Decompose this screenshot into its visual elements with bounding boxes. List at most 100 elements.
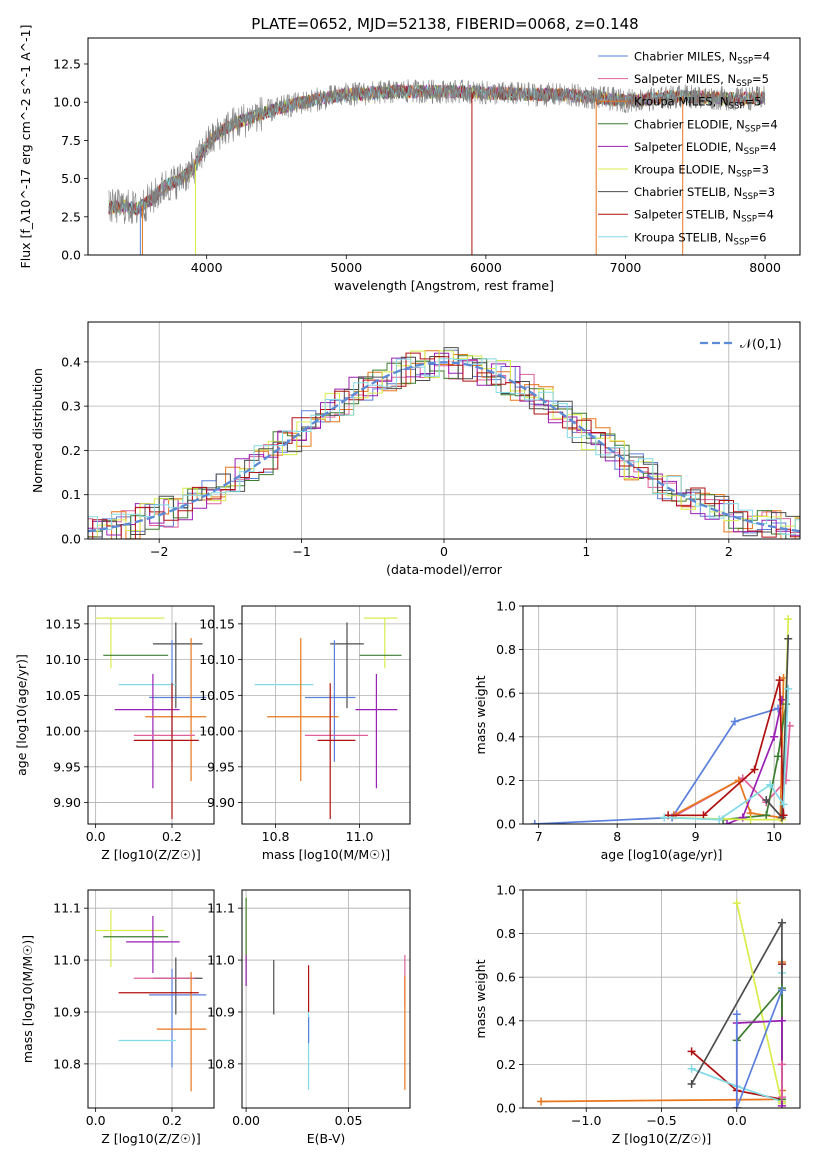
y-tick-label: 10.10: [199, 652, 235, 667]
x-tick-label: 7000: [610, 260, 642, 275]
series-chabrier-stelib: [762, 634, 793, 822]
series-marker: [687, 1047, 696, 1056]
y-tick-label: 11.1: [53, 901, 81, 916]
series-marker: [687, 1064, 696, 1073]
y-tick-label: 5.0: [61, 171, 81, 186]
y-tick-label: 9.95: [207, 759, 235, 774]
legend: Chabrier MILES, NSSP=4 Salpeter MILES, NS…: [598, 50, 778, 247]
series-marker: [784, 684, 793, 693]
y-tick-label: 0.2: [61, 443, 81, 458]
series-kroupa-stelib: [660, 684, 793, 824]
legend-entry: Chabrier MILES, NSSP=4: [634, 50, 770, 67]
x-tick-label: −2: [150, 544, 168, 559]
x-tick-label: 8: [613, 829, 621, 844]
series-marker: [775, 676, 784, 685]
x-axis-label: Z [log10(Z/Z☉)]: [101, 1131, 201, 1146]
axes-frame: [522, 605, 801, 825]
legend-entry-normal: 𝒩(0,1): [740, 336, 782, 351]
errorbar-chabrier-stelib: [152, 622, 203, 709]
series-line: [534, 707, 779, 824]
y-tick-label: 0.6: [496, 970, 516, 985]
errorbar-kroupa-elodie: [363, 617, 398, 669]
series-marker: [762, 796, 771, 805]
y-axis-label: mass weight: [473, 959, 488, 1038]
series-chabrier-elodie: [719, 700, 790, 824]
errorbar-salpeter-stelib: [133, 683, 199, 819]
y-tick-label: 10.00: [45, 724, 81, 739]
y-tick-label: 10.05: [45, 688, 81, 703]
y-tick-label: 10.0: [53, 95, 81, 110]
errorbar-kroupa-miles: [145, 638, 207, 782]
x-tick-label: 11.0: [346, 829, 374, 844]
y-axis-label: mass weight: [473, 675, 488, 754]
axes-frame: [241, 605, 411, 825]
legend-entry: Salpeter MILES, NSSP=5: [634, 72, 769, 89]
y-tick-label: 0.4: [61, 354, 81, 369]
x-tick-label: 7: [535, 829, 543, 844]
x-tick-label: 9: [692, 829, 700, 844]
plot-area: [95, 909, 207, 1092]
series-marker: [699, 811, 708, 820]
y-axis-label: age [log10(age/yr)]: [14, 654, 29, 776]
y-tick-label: 7.5: [61, 133, 81, 148]
x-axis-label: Z [log10(Z/Z☉)]: [101, 847, 201, 862]
legend-entry: Kroupa STELIB, NSSP=6: [634, 230, 766, 247]
legend-entry: Salpeter STELIB, NSSP=4: [634, 208, 774, 225]
series-marker: [746, 815, 755, 824]
legend-entry: Chabrier ELODIE, NSSP=4: [634, 117, 778, 134]
x-tick-label: 0.0: [86, 829, 106, 844]
y-tick-label: 11.0: [207, 953, 235, 968]
x-tick-label: 5000: [330, 260, 362, 275]
x-tick-label: 0.2: [162, 1113, 182, 1128]
data-spectrum: [108, 79, 766, 224]
errorbar-salpeter-elodie: [355, 673, 398, 789]
x-axis-label: wavelength [Angstrom, rest frame]: [334, 278, 554, 293]
y-tick-label: 0.0: [496, 1101, 516, 1116]
histogram-chabrier-stelib: [88, 347, 800, 539]
y-tick-label: 0.0: [61, 248, 81, 263]
y-tick-label: 9.90: [207, 795, 235, 810]
errorbar-kroupa-miles: [267, 638, 339, 782]
histogram-salpeter-stelib: [88, 352, 800, 539]
errorbar-salpeter-elodie: [114, 673, 180, 789]
y-tick-label: 0.4: [496, 729, 516, 744]
errorbar-kroupa-elodie: [95, 909, 165, 967]
y-tick-label: 1.0: [496, 599, 516, 614]
y-axis-label: mass [log10(M/M☉)]: [20, 935, 35, 1063]
series-marker: [715, 815, 724, 824]
errorbar-salpeter-stelib: [317, 683, 356, 819]
axes-frame: [87, 37, 801, 256]
x-tick-label: −1.0: [571, 1113, 601, 1128]
series-marker: [530, 820, 539, 824]
x-axis-label: Z [log10(Z/Z☉)]: [612, 1131, 712, 1146]
chart-age-vs-mass: 10.8 11.0 9.90 9.95 10.00 10.05 10.10 10.15 mass…: [199, 605, 411, 862]
x-tick-label: 0.00: [232, 1113, 260, 1128]
legend-entry: Chabrier STELIB, NSSP=3: [634, 185, 775, 202]
series-marker: [777, 918, 786, 927]
y-tick-label: 10.9: [207, 1004, 235, 1019]
series-kroupa-elodie: [660, 615, 793, 824]
series-marker: [750, 765, 759, 774]
x-tick-label: 0.2: [162, 829, 182, 844]
y-tick-label: 0.0: [496, 817, 516, 832]
x-tick-label: 1: [582, 544, 590, 559]
y-tick-label: 10.05: [199, 688, 235, 703]
series-marker: [723, 820, 732, 824]
plot-area: [95, 617, 207, 819]
series-marker: [774, 752, 783, 761]
series-marker: [770, 732, 779, 741]
series-marker: [777, 695, 786, 704]
x-tick-label: 0.0: [86, 1113, 106, 1128]
x-tick-label: 4000: [191, 260, 223, 275]
series-marker: [777, 1093, 786, 1102]
series-marker: [784, 634, 793, 643]
plot-area: [245, 897, 406, 1090]
y-tick-label: 9.95: [53, 759, 81, 774]
series-chabrier-miles: [732, 986, 786, 1108]
series-line: [726, 699, 783, 824]
series-line: [668, 679, 785, 817]
x-tick-label: 0: [440, 544, 448, 559]
x-axis-label: E(B-V): [307, 1131, 346, 1146]
y-axis-label: Normed distribution: [30, 368, 45, 493]
series-marker: [660, 813, 669, 822]
